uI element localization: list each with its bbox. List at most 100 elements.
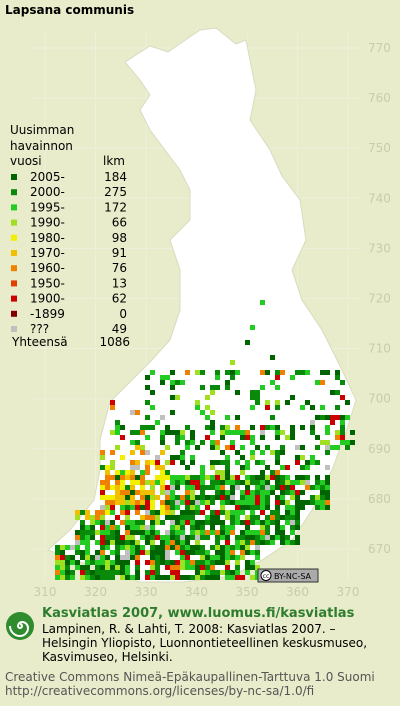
occurrence-square — [185, 545, 190, 550]
occurrence-square — [215, 575, 220, 580]
occurrence-square — [215, 460, 220, 465]
occurrence-square — [165, 475, 170, 480]
occurrence-square — [225, 430, 230, 435]
occurrence-square — [155, 495, 160, 500]
occurrence-square — [240, 490, 245, 495]
x-grid-label: 320 — [84, 585, 107, 599]
occurrence-square — [210, 480, 215, 485]
occurrence-square — [275, 510, 280, 515]
occurrence-square — [290, 435, 295, 440]
occurrence-square — [335, 435, 340, 440]
occurrence-square — [195, 480, 200, 485]
occurrence-square — [295, 455, 300, 460]
occurrence-square — [260, 525, 265, 530]
occurrence-square — [175, 520, 180, 525]
occurrence-square — [340, 425, 345, 430]
occurrence-square — [295, 370, 300, 375]
occurrence-square — [120, 470, 125, 475]
occurrence-square — [135, 565, 140, 570]
occurrence-square — [100, 505, 105, 510]
occurrence-square — [115, 480, 120, 485]
occurrence-square — [105, 570, 110, 575]
occurrence-square — [280, 475, 285, 480]
occurrence-square — [185, 485, 190, 490]
occurrence-square — [100, 555, 105, 560]
occurrence-square — [205, 575, 210, 580]
occurrence-square — [180, 520, 185, 525]
occurrence-square — [215, 515, 220, 520]
occurrence-square — [240, 550, 245, 555]
occurrence-square — [240, 505, 245, 510]
occurrence-square — [240, 575, 245, 580]
occurrence-square — [265, 500, 270, 505]
occurrence-square — [125, 510, 130, 515]
occurrence-square — [140, 500, 145, 505]
occurrence-square — [265, 530, 270, 535]
occurrence-square — [85, 510, 90, 515]
occurrence-square — [220, 570, 225, 575]
occurrence-square — [140, 490, 145, 495]
occurrence-square — [235, 565, 240, 570]
occurrence-square — [225, 385, 230, 390]
occurrence-square — [150, 560, 155, 565]
legend-header: Uusimman — [10, 123, 74, 137]
occurrence-square — [230, 475, 235, 480]
occurrence-square — [215, 535, 220, 540]
occurrence-square — [295, 525, 300, 530]
occurrence-square — [145, 505, 150, 510]
occurrence-square — [145, 490, 150, 495]
occurrence-square — [225, 465, 230, 470]
occurrence-square — [300, 370, 305, 375]
occurrence-square — [255, 390, 260, 395]
occurrence-square — [110, 400, 115, 405]
occurrence-square — [215, 375, 220, 380]
occurrence-square — [335, 370, 340, 375]
occurrence-square — [145, 540, 150, 545]
occurrence-square — [160, 520, 165, 525]
occurrence-square — [280, 370, 285, 375]
occurrence-square — [95, 550, 100, 555]
occurrence-square — [65, 560, 70, 565]
occurrence-square — [200, 490, 205, 495]
occurrence-square — [175, 535, 180, 540]
occurrence-square — [135, 410, 140, 415]
occurrence-square — [245, 535, 250, 540]
occurrence-square — [185, 475, 190, 480]
occurrence-square — [175, 430, 180, 435]
occurrence-square — [135, 545, 140, 550]
occurrence-square — [220, 425, 225, 430]
occurrence-square — [345, 440, 350, 445]
occurrence-square — [165, 495, 170, 500]
legend-swatch — [11, 219, 17, 226]
occurrence-square — [210, 520, 215, 525]
occurrence-square — [320, 505, 325, 510]
occurrence-square — [250, 455, 255, 460]
occurrence-square — [300, 455, 305, 460]
occurrence-square — [265, 480, 270, 485]
occurrence-square — [165, 515, 170, 520]
occurrence-square — [140, 530, 145, 535]
occurrence-square — [120, 535, 125, 540]
occurrence-square — [160, 470, 165, 475]
occurrence-square — [130, 470, 135, 475]
occurrence-square — [150, 570, 155, 575]
occurrence-square — [245, 435, 250, 440]
occurrence-square — [210, 510, 215, 515]
occurrence-square — [310, 405, 315, 410]
occurrence-square — [305, 370, 310, 375]
occurrence-square — [155, 555, 160, 560]
occurrence-square — [290, 430, 295, 435]
occurrence-square — [140, 485, 145, 490]
occurrence-square — [125, 505, 130, 510]
occurrence-square — [115, 500, 120, 505]
occurrence-square — [210, 430, 215, 435]
occurrence-square — [195, 475, 200, 480]
occurrence-square — [165, 470, 170, 475]
occurrence-square — [190, 435, 195, 440]
occurrence-square — [260, 530, 265, 535]
occurrence-square — [190, 490, 195, 495]
occurrence-square — [105, 485, 110, 490]
occurrence-square — [110, 525, 115, 530]
occurrence-square — [240, 445, 245, 450]
occurrence-square — [130, 540, 135, 545]
